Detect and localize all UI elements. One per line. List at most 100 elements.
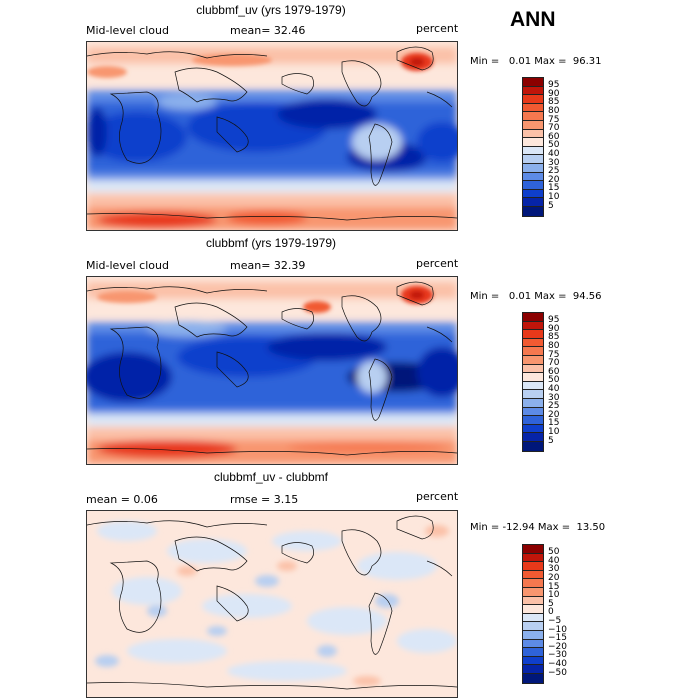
colorbar-tick: 30 xyxy=(548,158,560,168)
colorbar-swatch xyxy=(523,390,543,399)
panel-mean-label-diff: mean = 0.06 xyxy=(86,493,158,506)
colorbar-tick: 60 xyxy=(548,132,560,142)
panel-rmse-label-diff: rmse = 3.15 xyxy=(230,493,299,506)
colorbar-swatch xyxy=(523,562,543,571)
colorbar-swatch xyxy=(523,138,543,147)
colorbar-swatch xyxy=(523,407,543,417)
colorbar-swatch xyxy=(523,172,543,182)
colorbar-swatch xyxy=(523,313,543,322)
map-diff-field xyxy=(87,511,457,697)
colorbar-swatch xyxy=(523,613,543,623)
colorbar-swatch xyxy=(523,321,543,331)
colorbar-tick: 95 xyxy=(548,315,560,325)
map-test-field xyxy=(87,42,457,230)
colorbar-tick: 90 xyxy=(548,89,560,99)
colorbar-tick: 15 xyxy=(548,183,560,193)
colorbar-swatch xyxy=(523,656,543,666)
colorbar-tick: 10 xyxy=(548,590,560,600)
colorbar-tick: 20 xyxy=(548,573,560,583)
panel-mean-label-ref: mean= 32.39 xyxy=(230,259,306,272)
panel-minmax-diff: Min = -12.94 Max = 13.50 xyxy=(470,522,606,533)
panel-units-diff: percent xyxy=(416,490,459,503)
colorbar-swatch xyxy=(523,545,543,554)
colorbar-tick: 25 xyxy=(548,166,560,176)
colorbar-ticks-ref: 95 90 85 80 75 70 60 50 40 30 25 20 15 1… xyxy=(548,312,588,452)
colorbar-swatch xyxy=(523,103,543,113)
colorbar-tick: 40 xyxy=(548,556,560,566)
colorbar-swatch xyxy=(523,330,543,339)
colorbar-swatch xyxy=(523,112,543,121)
colorbar-swatch xyxy=(523,198,543,207)
colorbar-swatch xyxy=(523,355,543,365)
colorbar-tick: 50 xyxy=(548,547,560,557)
panel-units-test: percent xyxy=(416,22,459,35)
colorbar-swatch xyxy=(523,206,543,216)
colorbar-swatch xyxy=(523,95,543,104)
colorbar-swatch xyxy=(523,338,543,348)
colorbar-swatch xyxy=(523,189,543,199)
colorbar-swatch xyxy=(523,673,543,683)
colorbar-swatch xyxy=(523,648,543,657)
colorbar-swatch xyxy=(523,163,543,173)
colorbar-swatch xyxy=(523,381,543,391)
panel-mean-label-test: mean= 32.46 xyxy=(230,24,306,37)
colorbar-tick: 40 xyxy=(548,149,560,159)
colorbar-tick: 5 xyxy=(548,436,554,446)
colorbar-swatch xyxy=(523,181,543,190)
colorbar-tick: 80 xyxy=(548,341,560,351)
colorbar-swatch xyxy=(523,424,543,434)
colorbar-swatch xyxy=(523,665,543,674)
colorbar-tick: 50 xyxy=(548,140,560,150)
colorbar-tick: −30 xyxy=(548,650,567,660)
panel-title-diff: clubbmf_uv - clubbmf xyxy=(213,470,329,484)
colorbar-tick: −50 xyxy=(548,668,567,678)
colorbar-tick: 80 xyxy=(548,106,560,116)
colorbar-ticks-test: 95 90 85 80 75 70 60 50 40 30 25 20 15 1… xyxy=(548,77,588,217)
colorbar-tick: 50 xyxy=(548,375,560,385)
colorbar-tick: 15 xyxy=(548,582,560,592)
colorbar-swatch xyxy=(523,639,543,649)
colorbar-tick: 85 xyxy=(548,97,560,107)
map-ref-field xyxy=(87,277,457,464)
colorbar-tick: 70 xyxy=(548,123,560,133)
colorbar-swatch xyxy=(523,86,543,96)
colorbar-tick: 20 xyxy=(548,410,560,420)
colorbar-tick: 40 xyxy=(548,384,560,394)
colorbar-swatch xyxy=(523,364,543,374)
colorbar-swatch xyxy=(523,347,543,356)
colorbar-swatch xyxy=(523,630,543,640)
colorbar-tick: 60 xyxy=(548,367,560,377)
colorbar-diff xyxy=(522,544,544,684)
colorbar-tick: 75 xyxy=(548,350,560,360)
colorbar-ticks-diff: 50 40 30 20 15 10 5 0 −5 −10 −15 −20 −30… xyxy=(548,544,588,684)
colorbar-swatch xyxy=(523,441,543,451)
colorbar-tick: 10 xyxy=(548,427,560,437)
colorbar-swatch xyxy=(523,373,543,382)
colorbar-test xyxy=(522,77,544,217)
colorbar-tick: 85 xyxy=(548,332,560,342)
colorbar-tick: −15 xyxy=(548,633,567,643)
colorbar-tick: −40 xyxy=(548,659,567,669)
colorbar-tick: 20 xyxy=(548,175,560,185)
colorbar-tick: 95 xyxy=(548,80,560,90)
colorbar-swatch xyxy=(523,553,543,563)
colorbar-tick: 75 xyxy=(548,115,560,125)
colorbar-tick: 30 xyxy=(548,564,560,574)
season-label: ANN xyxy=(510,8,556,31)
colorbar-swatch xyxy=(523,129,543,139)
panel-left-label-test: Mid-level cloud xyxy=(86,24,169,37)
colorbar-swatch xyxy=(523,78,543,87)
colorbar-tick: −5 xyxy=(548,616,562,626)
colorbar-swatch xyxy=(523,622,543,631)
colorbar-swatch xyxy=(523,120,543,130)
map-test xyxy=(86,41,458,231)
colorbar-swatch xyxy=(523,416,543,425)
panel-left-label-ref: Mid-level cloud xyxy=(86,259,169,272)
colorbar-swatch xyxy=(523,605,543,614)
colorbar-tick: −10 xyxy=(548,625,567,635)
colorbar-swatch xyxy=(523,579,543,588)
map-ref xyxy=(86,276,458,465)
panel-title-test: clubbmf_uv (yrs 1979-1979) xyxy=(196,3,346,17)
colorbar-tick: 5 xyxy=(548,599,554,609)
colorbar-ref xyxy=(522,312,544,452)
